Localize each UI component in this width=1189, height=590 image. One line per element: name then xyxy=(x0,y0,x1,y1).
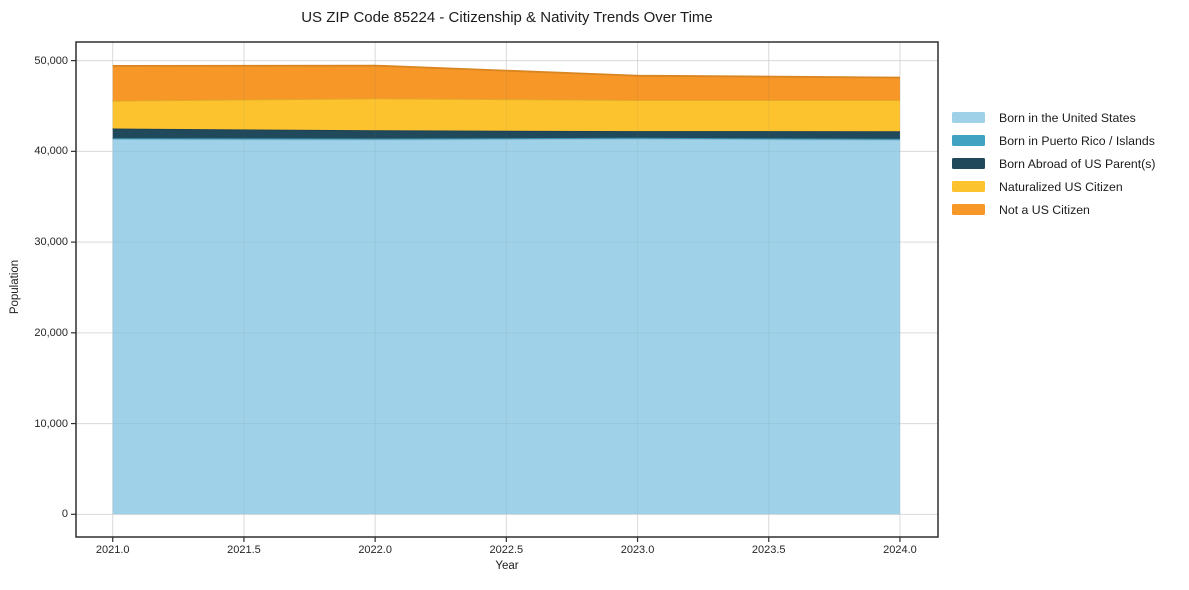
legend-swatch-born-abroad xyxy=(952,158,985,169)
legend-label: Born Abroad of US Parent(s) xyxy=(999,156,1156,171)
legend-swatch-born-pr-islands xyxy=(952,135,985,146)
x-axis-label: Year xyxy=(495,560,519,572)
area-series-4 xyxy=(112,65,900,101)
x-tick-label: 2023.0 xyxy=(620,544,655,556)
area-series-0 xyxy=(112,138,900,515)
x-tick-label: 2023.5 xyxy=(751,544,786,556)
x-tick-label: 2021.5 xyxy=(227,544,261,556)
chart-title: US ZIP Code 85224 - Citizenship & Nativi… xyxy=(301,9,713,26)
plot-border xyxy=(75,41,939,538)
legend-item: Born in the United States xyxy=(952,106,1156,129)
legend-label: Not a US Citizen xyxy=(999,202,1090,217)
legend-swatch-not-citizen xyxy=(952,204,985,215)
legend-item: Not a US Citizen xyxy=(952,198,1156,221)
legend-label: Born in the United States xyxy=(999,110,1136,125)
area-edge-4 xyxy=(112,64,900,79)
x-tick-label: 2021.0 xyxy=(95,544,130,556)
legend-swatch-naturalized xyxy=(952,181,985,192)
y-tick-label: 50,000 xyxy=(34,54,68,67)
y-tick-label: 10,000 xyxy=(34,417,68,430)
y-tick-label: 30,000 xyxy=(34,236,68,249)
area-series-2 xyxy=(112,128,900,139)
legend-item: Naturalized US Citizen xyxy=(952,175,1156,198)
y-axis-label: Population xyxy=(9,259,21,315)
legend-label: Naturalized US Citizen xyxy=(999,179,1123,194)
y-tick-label: 20,000 xyxy=(34,326,68,339)
legend-label: Born in Puerto Rico / Islands xyxy=(999,133,1155,148)
legend-swatch-born-us xyxy=(952,112,985,123)
legend: Born in the United States Born in Puerto… xyxy=(952,106,1156,221)
x-tick-label: 2022.5 xyxy=(489,544,524,556)
area-series-3 xyxy=(112,98,900,132)
legend-item: Born in Puerto Rico / Islands xyxy=(952,129,1156,152)
y-tick-label: 0 xyxy=(61,508,68,521)
y-tick-label: 40,000 xyxy=(34,145,68,158)
legend-item: Born Abroad of US Parent(s) xyxy=(952,152,1156,175)
x-tick-label: 2022.0 xyxy=(358,544,392,556)
x-tick-label: 2024.0 xyxy=(883,544,917,556)
